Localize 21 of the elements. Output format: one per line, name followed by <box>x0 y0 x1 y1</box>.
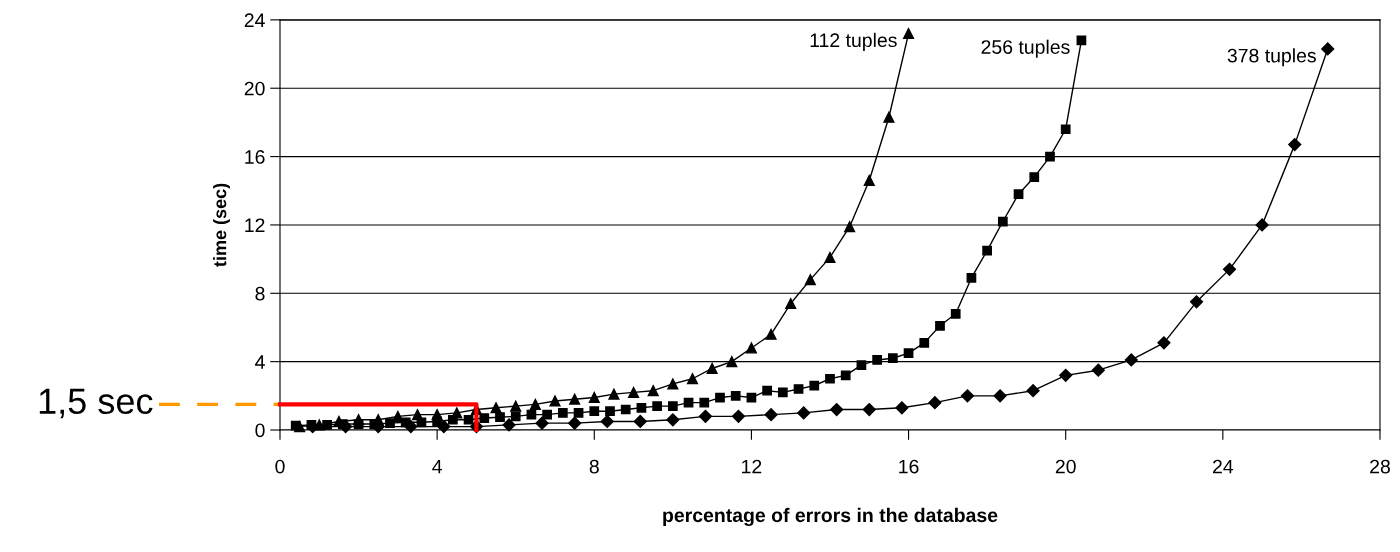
y-tick-label: 0 <box>255 423 265 438</box>
x-tick-label: 28 <box>1370 459 1390 474</box>
x-axis-title: percentage of errors in the database <box>663 507 998 527</box>
ref-line-label: 1,5 sec <box>39 388 153 419</box>
x-tick-label: 24 <box>1213 459 1234 474</box>
y-tick-label: 4 <box>255 355 265 369</box>
x-tick-label: 8 <box>589 459 599 474</box>
y-tick-label: 12 <box>245 218 265 232</box>
x-tick-label: 16 <box>899 459 919 474</box>
x-tick-label: 4 <box>432 459 442 474</box>
series-label: 378 tuples <box>1227 48 1316 67</box>
series-label: 112 tuples <box>810 32 897 51</box>
y-tick-label: 24 <box>244 13 265 27</box>
series-label: 256 tuples <box>981 39 1070 58</box>
y-tick-label: 8 <box>255 286 265 301</box>
y-tick-label: 16 <box>245 150 265 164</box>
y-axis-title: time (sec) <box>213 183 230 267</box>
y-tick-label: 20 <box>244 81 265 96</box>
x-tick-label: 12 <box>742 459 762 474</box>
x-tick-label: 0 <box>275 459 285 474</box>
x-tick-label: 20 <box>1055 459 1076 474</box>
